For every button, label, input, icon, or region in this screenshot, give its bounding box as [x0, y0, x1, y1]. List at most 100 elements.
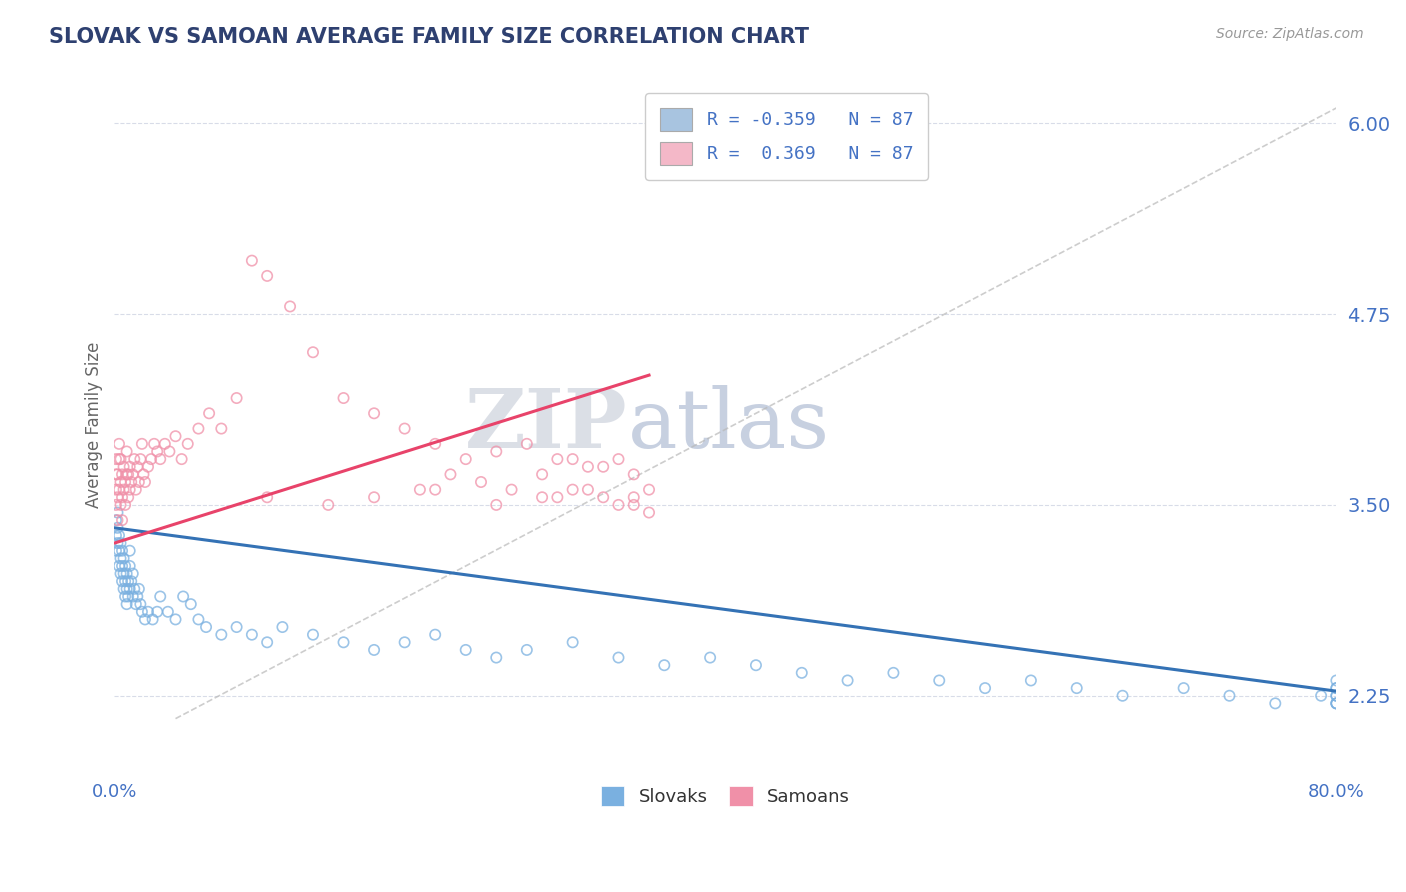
Point: [134, 612, 156, 626]
Point: [516, 643, 538, 657]
Point: [131, 605, 153, 619]
Text: SLOVAK VS SAMOAN AVERAGE FAMILY SIZE CORRELATION CHART: SLOVAK VS SAMOAN AVERAGE FAMILY SIZE COR…: [49, 27, 810, 46]
Point: [115, 582, 138, 596]
Point: [108, 528, 131, 542]
Point: [120, 574, 142, 589]
Point: [125, 483, 148, 497]
Point: [104, 513, 127, 527]
Point: [157, 444, 180, 458]
Point: [1324, 689, 1347, 703]
Point: [623, 498, 645, 512]
Point: [501, 483, 523, 497]
Point: [118, 559, 141, 574]
Point: [485, 444, 508, 458]
Point: [128, 582, 150, 596]
Point: [136, 605, 159, 619]
Point: [136, 459, 159, 474]
Point: [271, 620, 294, 634]
Point: [115, 566, 138, 581]
Point: [1324, 681, 1347, 695]
Text: ZIP: ZIP: [465, 384, 627, 465]
Point: [127, 590, 149, 604]
Point: [172, 590, 194, 604]
Point: [104, 543, 127, 558]
Point: [111, 513, 134, 527]
Point: [240, 628, 263, 642]
Point: [146, 444, 169, 458]
Point: [149, 452, 172, 467]
Point: [115, 467, 138, 482]
Point: [117, 467, 139, 482]
Y-axis label: Average Family Size: Average Family Size: [86, 342, 103, 508]
Point: [117, 574, 139, 589]
Point: [607, 650, 630, 665]
Point: [607, 498, 630, 512]
Point: [1324, 697, 1347, 711]
Point: [110, 498, 132, 512]
Point: [107, 467, 129, 482]
Point: [114, 475, 136, 489]
Point: [316, 498, 339, 512]
Point: [139, 452, 162, 467]
Point: [409, 483, 432, 497]
Point: [107, 536, 129, 550]
Point: [256, 490, 278, 504]
Point: [121, 467, 143, 482]
Point: [1173, 681, 1195, 695]
Point: [165, 612, 187, 626]
Point: [225, 391, 247, 405]
Point: [699, 650, 721, 665]
Point: [111, 467, 134, 482]
Point: [122, 452, 145, 467]
Point: [198, 406, 221, 420]
Point: [561, 635, 583, 649]
Legend: Slovaks, Samoans: Slovaks, Samoans: [592, 777, 859, 815]
Point: [1310, 689, 1333, 703]
Point: [790, 665, 813, 680]
Point: [107, 521, 129, 535]
Point: [112, 566, 135, 581]
Point: [256, 268, 278, 283]
Point: [112, 483, 135, 497]
Point: [104, 528, 127, 542]
Point: [561, 452, 583, 467]
Point: [516, 437, 538, 451]
Point: [117, 590, 139, 604]
Point: [209, 628, 232, 642]
Point: [332, 391, 354, 405]
Point: [122, 582, 145, 596]
Point: [882, 665, 904, 680]
Point: [974, 681, 997, 695]
Point: [278, 300, 301, 314]
Point: [592, 459, 614, 474]
Point: [129, 452, 152, 467]
Point: [485, 650, 508, 665]
Point: [118, 582, 141, 596]
Point: [107, 513, 129, 527]
Point: [425, 628, 447, 642]
Point: [111, 574, 134, 589]
Point: [153, 437, 176, 451]
Point: [114, 498, 136, 512]
Point: [363, 406, 385, 420]
Point: [607, 452, 630, 467]
Point: [623, 467, 645, 482]
Point: [1111, 689, 1133, 703]
Point: [561, 483, 583, 497]
Point: [132, 467, 155, 482]
Point: [143, 437, 166, 451]
Point: [576, 483, 599, 497]
Point: [1324, 697, 1347, 711]
Point: [125, 597, 148, 611]
Point: [118, 483, 141, 497]
Point: [592, 490, 614, 504]
Text: atlas: atlas: [627, 384, 830, 465]
Point: [108, 452, 131, 467]
Point: [104, 467, 127, 482]
Point: [180, 597, 202, 611]
Point: [256, 635, 278, 649]
Point: [134, 475, 156, 489]
Point: [110, 475, 132, 489]
Point: [1264, 697, 1286, 711]
Point: [623, 490, 645, 504]
